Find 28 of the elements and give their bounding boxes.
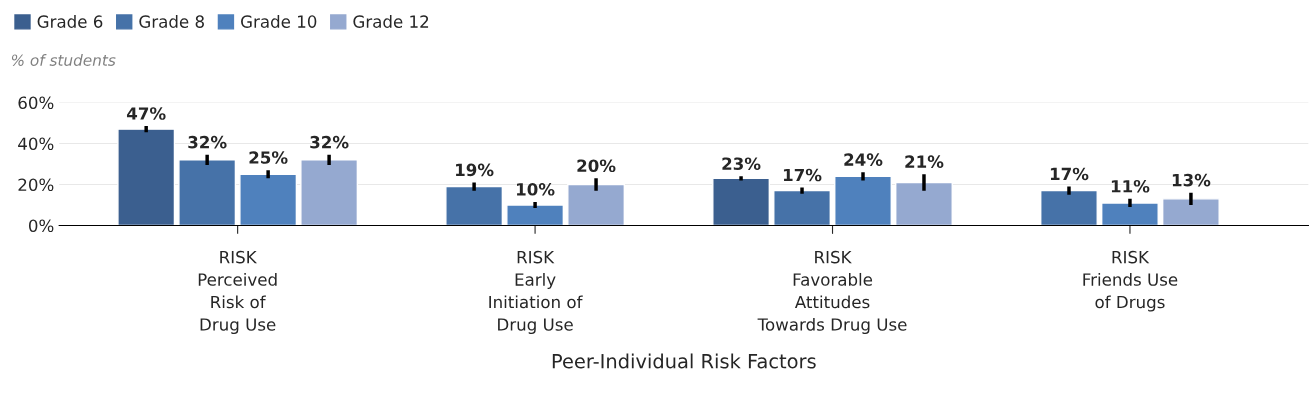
legend-label: Grade 8 <box>139 15 204 28</box>
data-label: 47% <box>126 107 166 120</box>
data-label: 17% <box>783 168 822 182</box>
x-tick-label: RISK Friends Use of Drugs <box>1083 250 1178 312</box>
data-label: 19% <box>456 163 494 177</box>
data-label: 13% <box>1172 173 1211 187</box>
data-label: 21% <box>905 155 944 168</box>
data-label: 20% <box>577 159 616 173</box>
data-label: 32% <box>310 135 349 149</box>
x-axis-title: Peer-Individual Risk Factors <box>552 353 816 369</box>
data-label: 32% <box>188 135 227 149</box>
data-label: 24% <box>844 153 883 166</box>
data-label: 17% <box>1050 167 1089 181</box>
legend-label: Grade 10 <box>241 15 317 28</box>
data-label: 11% <box>1111 179 1150 193</box>
data-label: 10% <box>517 183 555 196</box>
data-label: 25% <box>249 151 288 164</box>
y-axis-title: % of students <box>11 54 116 66</box>
legend-label: Grade 12 <box>353 15 429 28</box>
legend-label: Grade 6 <box>37 15 103 28</box>
data-label: 23% <box>722 157 761 170</box>
x-tick-label: RISK Early Initiation of Drug Use <box>489 250 583 335</box>
y-tick-label: 40% <box>18 137 54 151</box>
y-tick-label: 60% <box>18 96 54 110</box>
y-tick-label: 0% <box>28 219 54 233</box>
x-tick-label: RISK Favorable Attitudes Towards Drug Use <box>757 250 907 335</box>
y-tick-label: 20% <box>18 178 54 192</box>
x-tick-label: RISK Perceived Risk of Drug Use <box>198 250 277 335</box>
